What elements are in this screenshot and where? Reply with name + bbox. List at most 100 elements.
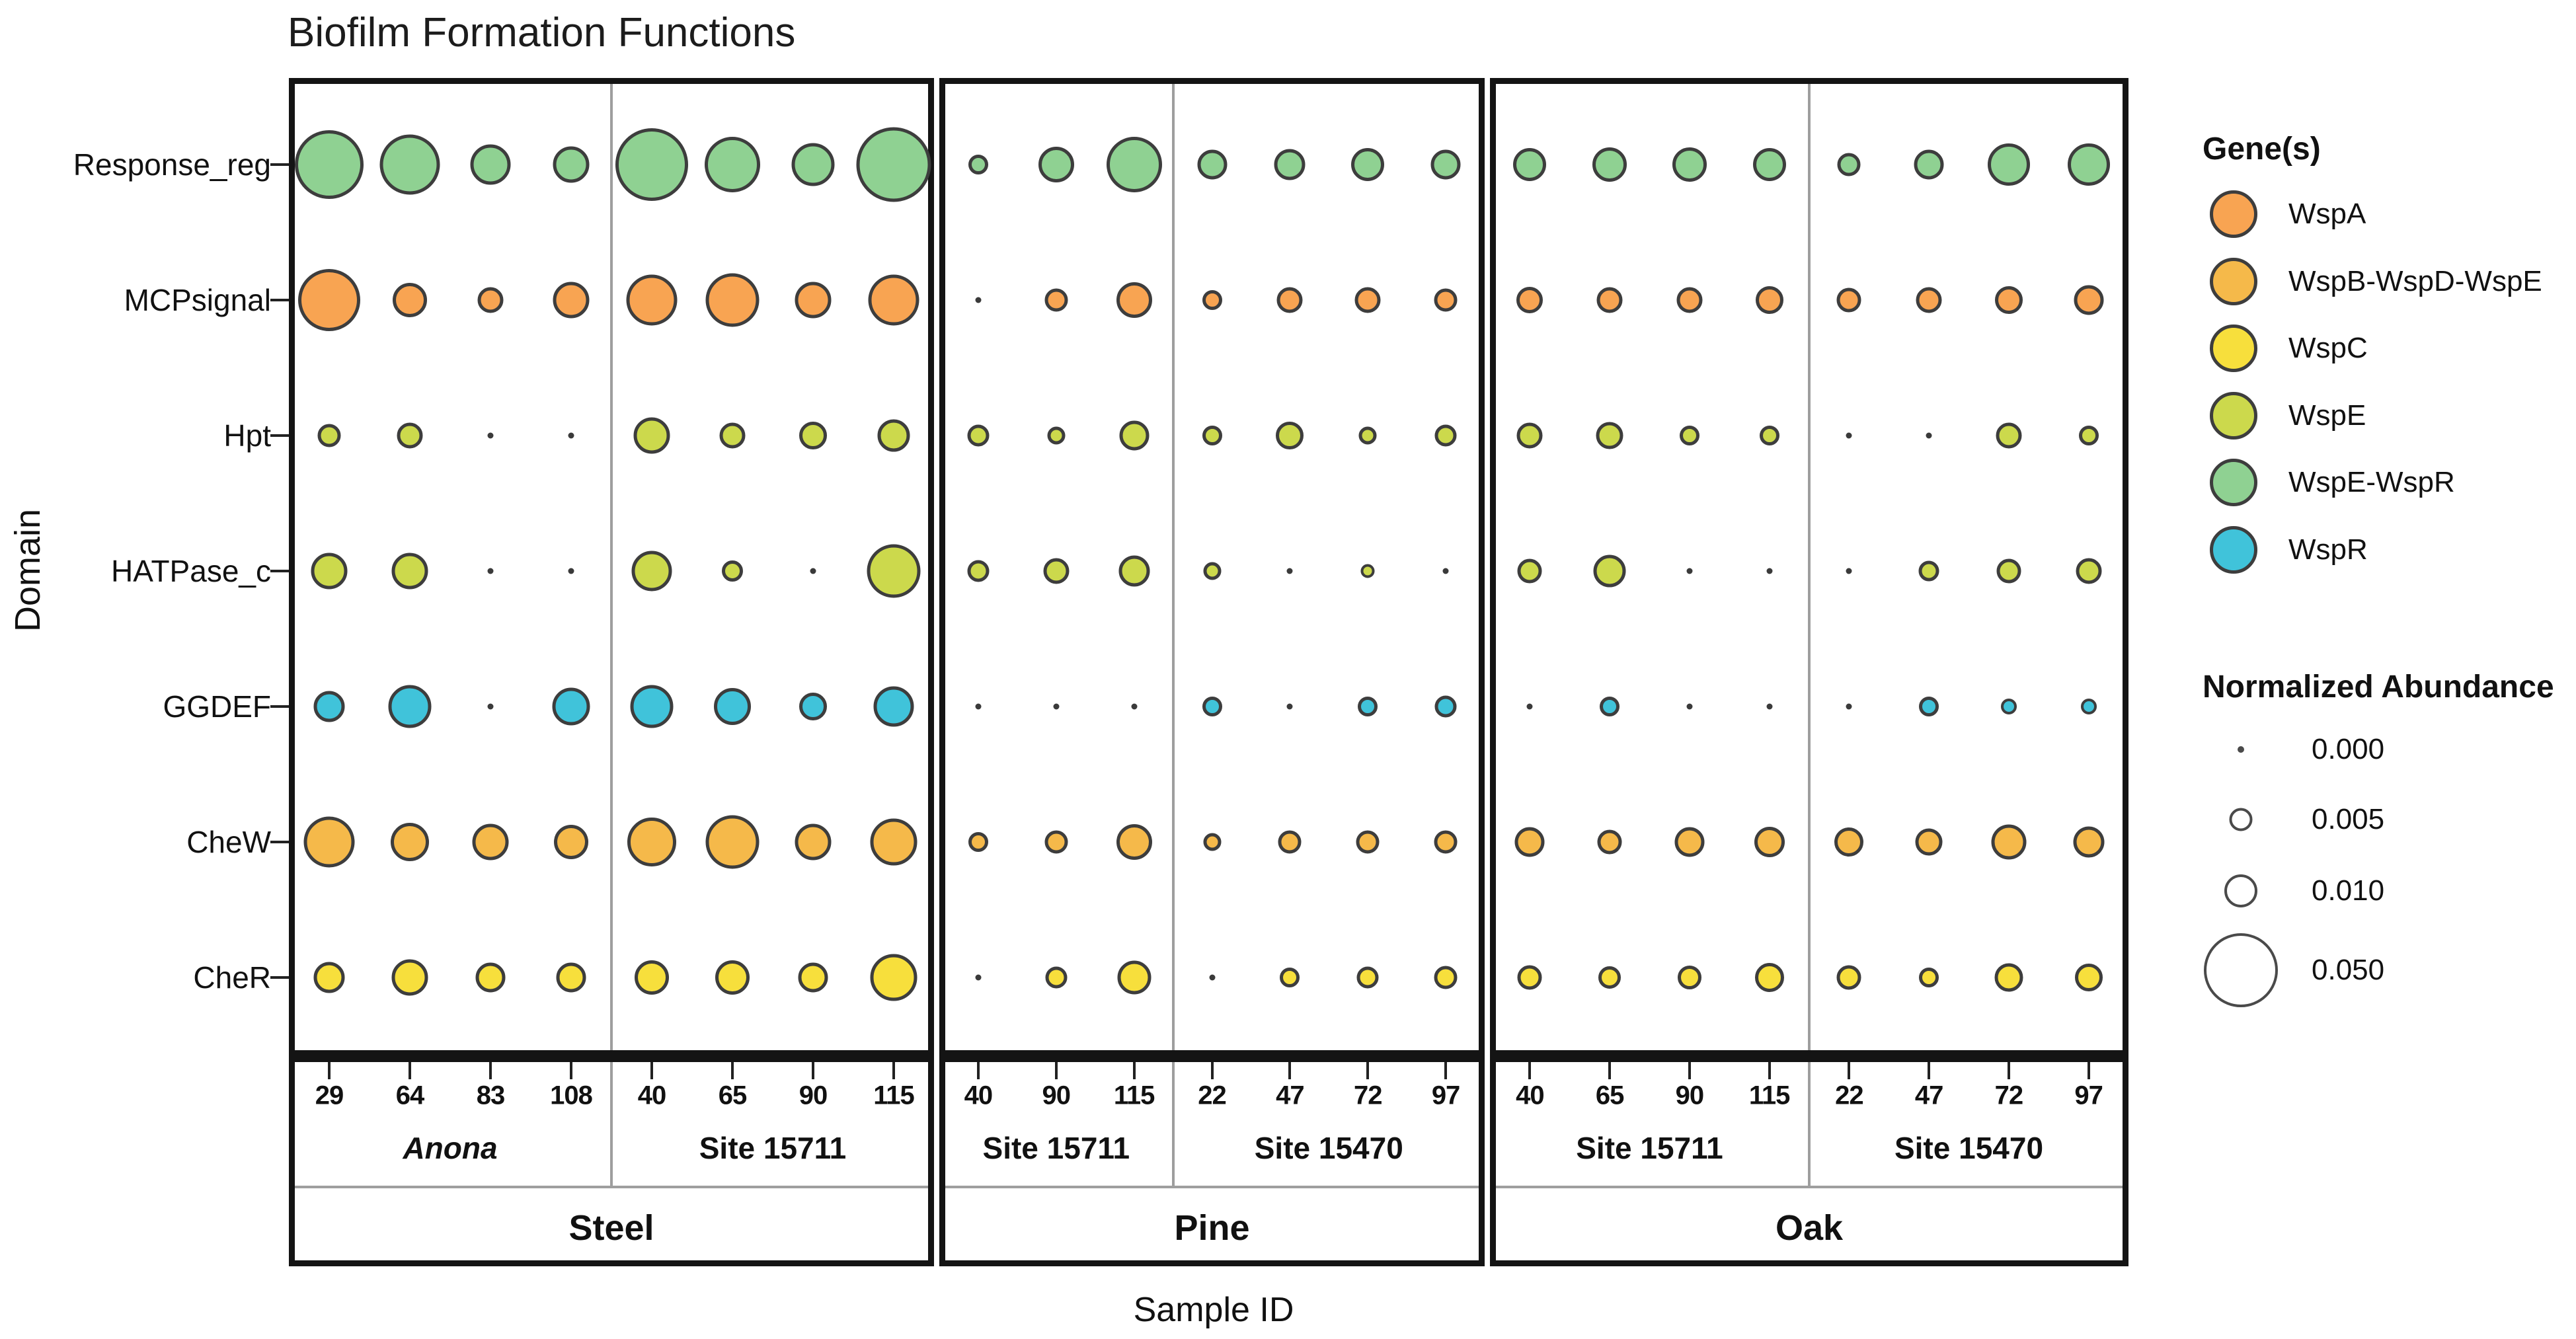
- size-legend-label: 0.010: [2312, 874, 2385, 907]
- bubble-pine-CheW-97: [1434, 830, 1458, 854]
- bubble-oak-CheR-97: [2074, 964, 2103, 991]
- bubble-pine-Hpt-90: [1047, 426, 1066, 445]
- bubble-oak-CheR-40: [1517, 965, 1542, 990]
- dot-oak-GGDEF-40: [1526, 703, 1533, 710]
- bubble-pine-CheR-72: [1356, 966, 1379, 989]
- bubble-pine-CheR-97: [1434, 966, 1458, 989]
- bubble-steel-Response_reg-64: [379, 134, 440, 195]
- x-tick-mark: [812, 1062, 814, 1079]
- x-tick-mark: [2087, 1062, 2090, 1079]
- facet-divider-pine: [1171, 84, 1175, 1050]
- size-legend-title: Normalized Abundance: [2203, 670, 2554, 705]
- bubble-steel-Response_reg-29: [295, 130, 364, 199]
- x-tick-label: 108: [550, 1081, 593, 1110]
- bubble-oak-GGDEF-65: [1600, 697, 1620, 716]
- bubble-pine-MCPsignal-72: [1354, 287, 1381, 313]
- dot-pine-MCPsignal-40: [975, 297, 982, 303]
- dot-pine-GGDEF-47: [1286, 703, 1293, 710]
- axis-strip-pine: [939, 1056, 1485, 1266]
- dot-oak-Hpt-47: [1926, 432, 1932, 439]
- bubble-oak-Response_reg-40: [1513, 148, 1547, 181]
- bubble-oak-MCPsignal-65: [1596, 287, 1623, 313]
- bubble-pine-Response_reg-97: [1430, 149, 1461, 180]
- bubble-oak-GGDEF-72: [2000, 699, 2017, 714]
- bubble-steel-GGDEF-40: [630, 685, 674, 728]
- y-tick-mark: [270, 976, 289, 979]
- bubble-oak-MCPsignal-22: [1836, 287, 1861, 313]
- x-tick-label: 83: [476, 1081, 505, 1110]
- bubble-steel-HATPase_c-29: [311, 553, 348, 590]
- y-tick-mark: [270, 570, 289, 572]
- x-tick-mark: [976, 1062, 980, 1079]
- gene-legend-swatch-WspB-WspD-WspE: [2210, 257, 2257, 305]
- bubble-oak-MCPsignal-40: [1516, 287, 1543, 313]
- bubble-steel-Hpt-115: [877, 419, 910, 452]
- site-group-label: Site 15711: [982, 1131, 1130, 1165]
- bubble-pine-CheW-115: [1116, 824, 1152, 860]
- dot-steel-Hpt-83: [487, 432, 494, 439]
- bubble-oak-CheR-22: [1836, 965, 1861, 990]
- bubble-oak-Hpt-90: [1679, 426, 1699, 445]
- bubble-oak-Response_reg-72: [1987, 143, 2030, 186]
- x-tick-mark: [650, 1062, 653, 1079]
- strip-hline-oak: [1496, 1186, 2123, 1188]
- bubble-steel-Hpt-64: [397, 422, 423, 449]
- x-tick-label: 65: [1595, 1081, 1624, 1110]
- bubble-oak-CheW-97: [2073, 826, 2105, 858]
- bubble-steel-MCPsignal-90: [795, 282, 832, 319]
- bubble-steel-Hpt-40: [633, 417, 670, 454]
- bubble-oak-HATPase_c-47: [1918, 560, 1939, 582]
- x-tick-label: 40: [1516, 1081, 1544, 1110]
- y-axis-label-HATPase_c: HATPase_c: [110, 554, 271, 588]
- dot-pine-GGDEF-40: [975, 703, 982, 710]
- bubble-oak-CheW-65: [1597, 829, 1622, 855]
- x-tick-mark: [489, 1062, 492, 1079]
- bubble-steel-CheR-83: [475, 962, 506, 993]
- bubble-oak-MCPsignal-90: [1676, 287, 1703, 313]
- bubble-steel-MCPsignal-115: [868, 274, 919, 326]
- bubble-steel-CheW-40: [627, 818, 676, 866]
- bubble-oak-Hpt-115: [1759, 426, 1779, 445]
- bubble-pine-CheW-40: [968, 832, 988, 852]
- bubble-pine-Response_reg-90: [1038, 147, 1074, 182]
- x-tick-label: 29: [315, 1081, 344, 1110]
- bubble-pine-Hpt-72: [1358, 426, 1377, 445]
- bubble-oak-GGDEF-97: [2080, 699, 2097, 714]
- bubble-steel-CheW-65: [705, 815, 760, 869]
- dot-steel-GGDEF-83: [487, 703, 494, 710]
- x-tick-mark: [1528, 1062, 1532, 1079]
- bubble-steel-GGDEF-64: [388, 685, 432, 728]
- bubble-oak-MCPsignal-97: [2074, 285, 2104, 315]
- x-tick-mark: [1928, 1062, 1931, 1079]
- site-group-label: Anona: [403, 1131, 498, 1165]
- x-tick-mark: [1444, 1062, 1448, 1079]
- x-tick-label: 47: [1276, 1081, 1304, 1110]
- dot-oak-Hpt-22: [1846, 432, 1852, 439]
- x-tick-mark: [328, 1062, 331, 1079]
- strip-hline-pine: [945, 1186, 1479, 1188]
- gene-legend-swatch-WspE-WspR: [2210, 459, 2257, 506]
- bubble-steel-MCPsignal-65: [705, 273, 760, 327]
- size-legend-swatch-0.000: [2238, 746, 2244, 753]
- bubble-pine-MCPsignal-97: [1434, 288, 1458, 312]
- gene-legend-label: WspE: [2288, 399, 2366, 432]
- bubble-oak-CheW-40: [1514, 827, 1545, 857]
- dot-oak-GGDEF-22: [1846, 703, 1852, 710]
- site-group-label: Site 15470: [1254, 1131, 1403, 1165]
- bubble-steel-Hpt-65: [719, 422, 746, 449]
- bubble-pine-Hpt-40: [967, 424, 990, 447]
- dot-pine-CheR-40: [975, 974, 982, 981]
- x-tick-label: 90: [1042, 1081, 1071, 1110]
- bubble-steel-CheR-65: [715, 960, 750, 995]
- bubble-pine-MCPsignal-47: [1276, 287, 1303, 313]
- x-tick-mark: [892, 1062, 895, 1079]
- bubble-oak-CheW-90: [1674, 827, 1705, 857]
- bubble-pine-Response_reg-22: [1197, 149, 1227, 180]
- x-tick-mark: [731, 1062, 734, 1079]
- material-label-oak: Oak: [1775, 1208, 1844, 1248]
- bubble-steel-GGDEF-90: [799, 693, 827, 720]
- x-tick-label: 72: [1353, 1081, 1382, 1110]
- dot-pine-HATPase_c-47: [1286, 568, 1293, 574]
- bubble-pine-CheR-115: [1117, 960, 1151, 995]
- dot-pine-CheR-22: [1209, 974, 1215, 981]
